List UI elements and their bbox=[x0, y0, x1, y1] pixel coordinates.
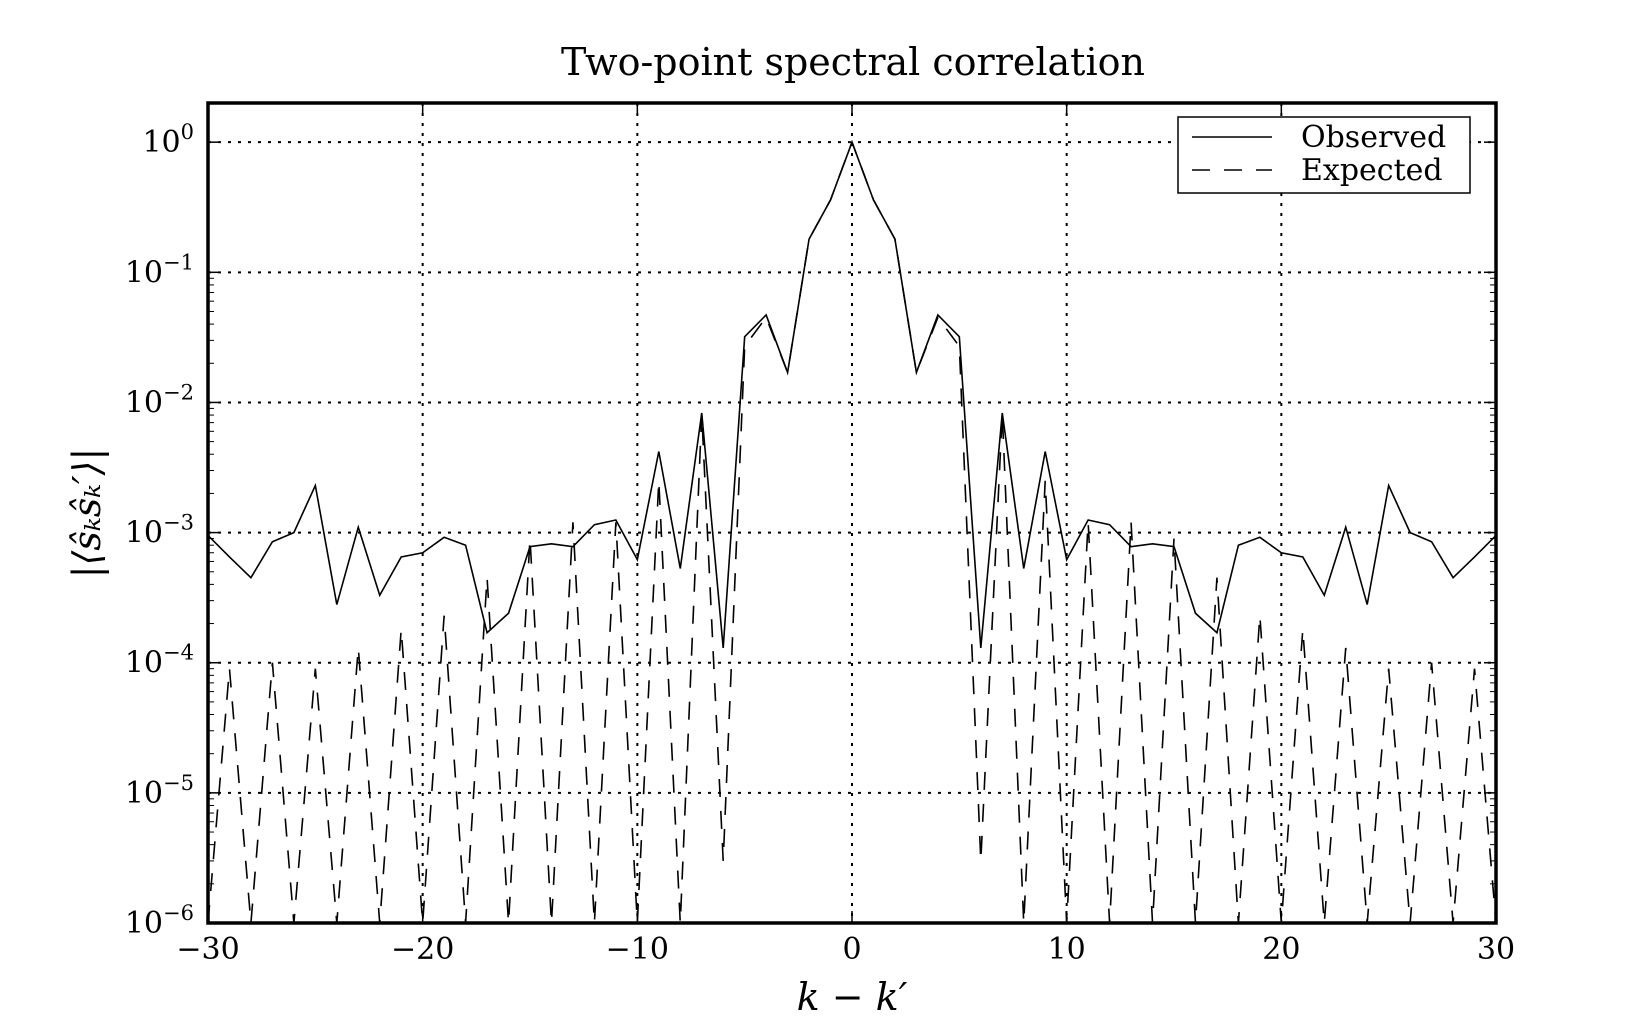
x-tick-label: −30 bbox=[176, 932, 239, 967]
x-tick-label: 30 bbox=[1477, 932, 1515, 967]
chart-title: Two-point spectral correlation bbox=[561, 40, 1145, 84]
y-axis-label: |⟨ŝₖŝₖ′⟩| bbox=[65, 448, 109, 579]
grid bbox=[208, 103, 1496, 923]
x-tick-label: −10 bbox=[606, 932, 669, 967]
y-tick-labels: 100 10−1 10−2 10−3 10−4 10−5 10−6 bbox=[125, 120, 194, 941]
legend: Observed Expected bbox=[1177, 116, 1471, 194]
x-tick-labels: −30 −20 −10 0 10 20 30 bbox=[176, 932, 1515, 967]
x-tick-label: −20 bbox=[391, 932, 454, 967]
y-tick-label: 10−2 bbox=[125, 380, 194, 420]
y-tick-label: 10−1 bbox=[125, 250, 194, 290]
tick-marks bbox=[207, 103, 1497, 924]
legend-box bbox=[1177, 116, 1471, 194]
legend-observed-label: Observed bbox=[1301, 120, 1446, 155]
x-tick-label: 10 bbox=[1048, 932, 1086, 967]
y-tick-label: 100 bbox=[142, 120, 194, 160]
y-tick-label: 10−4 bbox=[125, 641, 194, 681]
x-axis-label: k − k′ bbox=[797, 975, 908, 1019]
y-tick-label: 10−6 bbox=[125, 901, 194, 941]
x-tick-label: 0 bbox=[842, 932, 861, 967]
y-tick-label: 10−5 bbox=[125, 771, 194, 811]
x-tick-label: 20 bbox=[1262, 932, 1300, 967]
legend-expected-label: Expected bbox=[1301, 153, 1443, 188]
y-tick-label: 10−3 bbox=[125, 511, 194, 551]
